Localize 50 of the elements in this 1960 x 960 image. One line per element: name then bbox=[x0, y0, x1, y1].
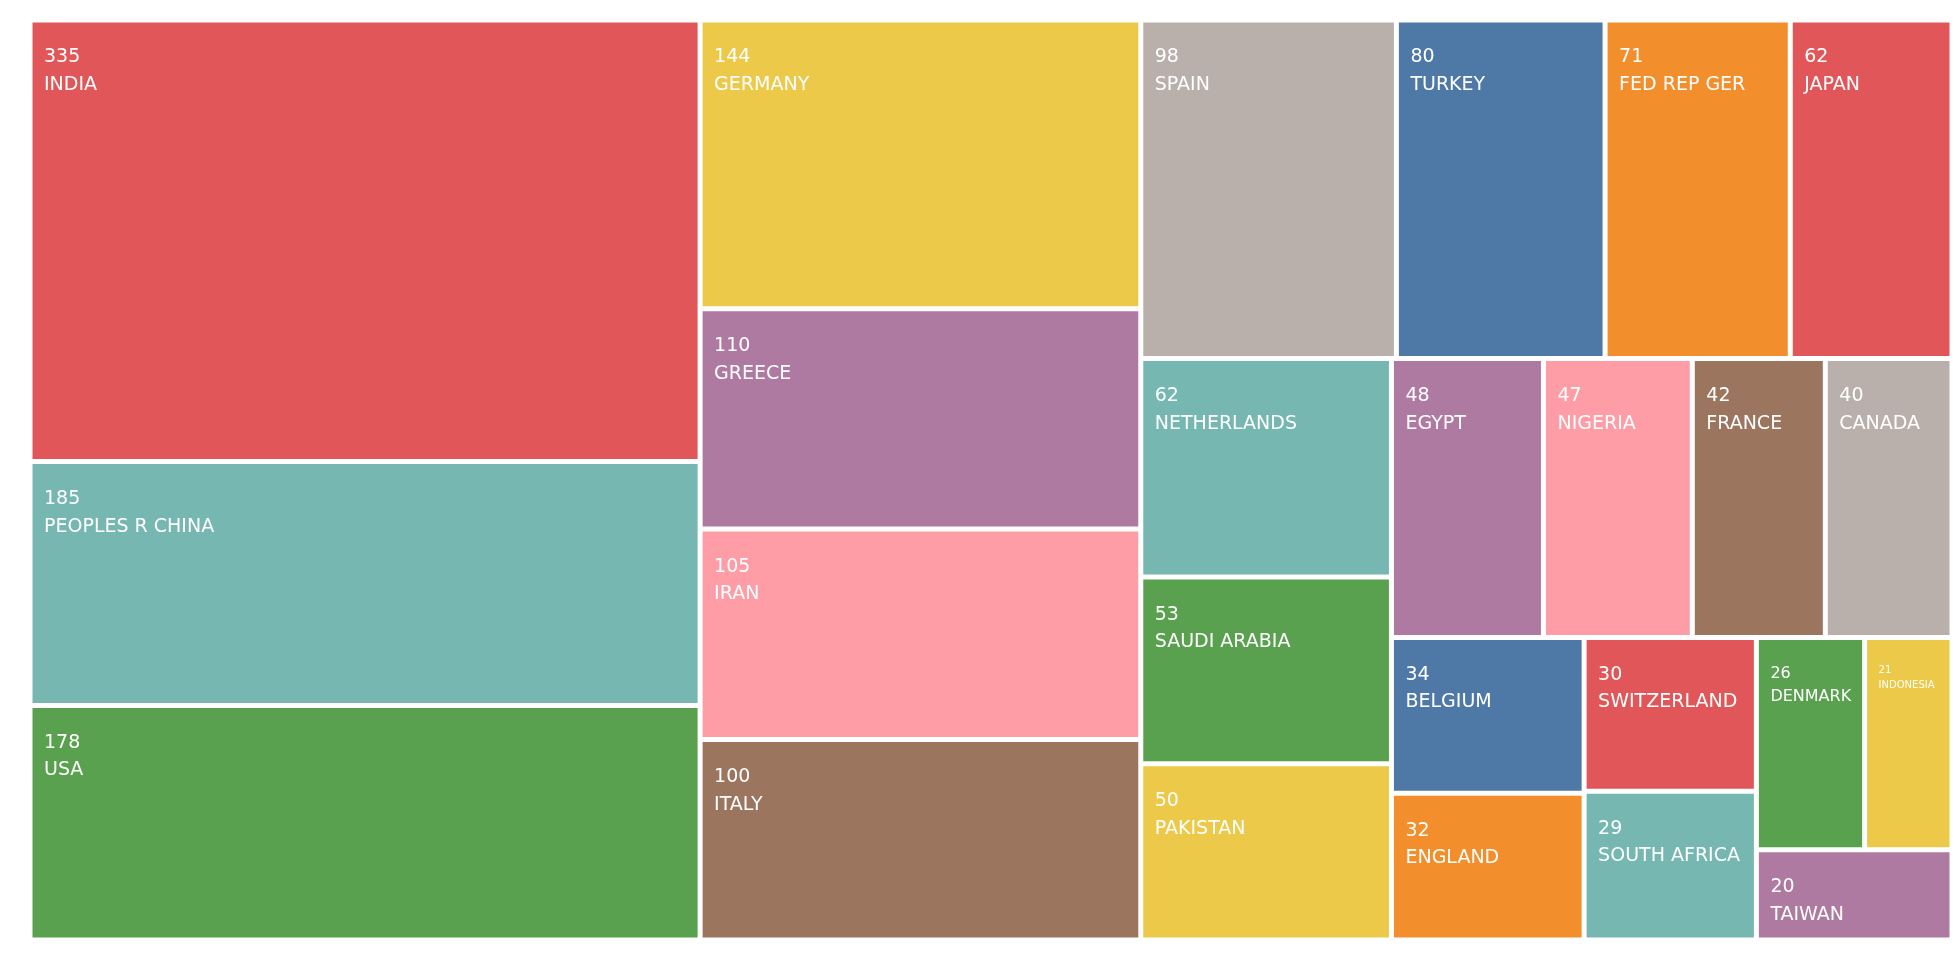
data-label: 71 bbox=[1619, 44, 1644, 67]
category-label: BELGIUM bbox=[1405, 689, 1492, 712]
data-label: 30 bbox=[1598, 661, 1623, 684]
data-label: 26 bbox=[1770, 662, 1791, 682]
category-label: TURKEY bbox=[1409, 71, 1486, 94]
data-label: 335 bbox=[44, 44, 81, 67]
data-label: 20 bbox=[1770, 874, 1795, 897]
category-label: NIGERIA bbox=[1557, 410, 1636, 433]
data-label: 42 bbox=[1706, 383, 1731, 406]
category-label: SWITZERLAND bbox=[1598, 689, 1738, 712]
data-label: 110 bbox=[714, 333, 751, 356]
category-label: EGYPT bbox=[1405, 410, 1467, 433]
data-label: 62 bbox=[1154, 383, 1179, 406]
data-label: 50 bbox=[1154, 788, 1179, 811]
category-label: USA bbox=[44, 757, 84, 780]
data-label: 32 bbox=[1405, 817, 1430, 840]
data-label: 47 bbox=[1557, 383, 1582, 406]
category-label: SAUDI ARABIA bbox=[1154, 629, 1291, 652]
data-label: 105 bbox=[714, 553, 751, 576]
category-label: GERMANY bbox=[714, 71, 810, 94]
data-label: 185 bbox=[44, 485, 81, 508]
category-label: TAIWAN bbox=[1769, 901, 1845, 924]
data-label: 21 bbox=[1878, 664, 1892, 676]
data-label: 178 bbox=[44, 729, 81, 752]
data-label: 100 bbox=[714, 764, 751, 786]
category-label: FED REP GER bbox=[1619, 71, 1746, 94]
category-label: PAKISTAN bbox=[1154, 815, 1246, 838]
category-label: DENMARK bbox=[1770, 685, 1852, 705]
data-label: 29 bbox=[1598, 815, 1623, 838]
category-label: IRAN bbox=[714, 581, 760, 604]
data-label: 34 bbox=[1405, 661, 1430, 684]
data-label: 53 bbox=[1154, 601, 1179, 624]
data-label: 40 bbox=[1839, 383, 1864, 406]
category-label: JAPAN bbox=[1803, 71, 1861, 94]
category-label: NETHERLANDS bbox=[1154, 410, 1298, 433]
category-label: GREECE bbox=[714, 360, 792, 383]
category-label: CANADA bbox=[1839, 410, 1921, 433]
data-label: 144 bbox=[714, 44, 751, 67]
category-label: SPAIN bbox=[1154, 71, 1210, 94]
data-label: 80 bbox=[1410, 44, 1435, 67]
category-label: ENGLAND bbox=[1405, 845, 1500, 868]
data-label: 98 bbox=[1154, 44, 1179, 67]
category-label: ITALY bbox=[714, 791, 763, 814]
category-label: PEOPLES R CHINA bbox=[44, 513, 215, 536]
category-label: INDIA bbox=[44, 71, 98, 94]
data-label: 62 bbox=[1804, 44, 1829, 67]
category-label: FRANCE bbox=[1706, 410, 1783, 433]
category-label: INDONESIA bbox=[1878, 678, 1935, 690]
data-label: 48 bbox=[1405, 383, 1430, 406]
category-label: SOUTH AFRICA bbox=[1598, 843, 1740, 866]
